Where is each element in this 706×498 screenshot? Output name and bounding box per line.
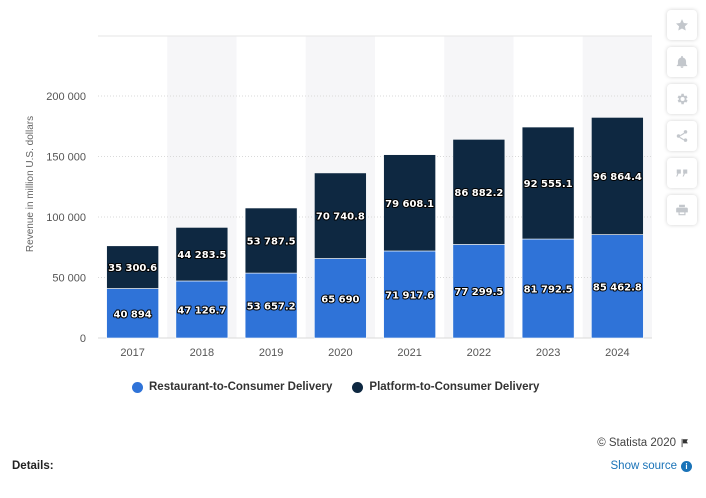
print-button[interactable] bbox=[667, 195, 697, 225]
share-icon bbox=[676, 130, 688, 142]
data-label: 85 462.8 bbox=[593, 282, 642, 293]
bar-segment bbox=[106, 245, 159, 289]
data-label: 53 657.2 bbox=[247, 302, 296, 313]
bar-segment bbox=[383, 154, 436, 252]
data-label: 44 283.5 bbox=[177, 250, 226, 261]
legend-item-restaurant[interactable]: Restaurant-to-Consumer Delivery bbox=[132, 381, 332, 393]
data-label: 53 787.5 bbox=[247, 237, 296, 248]
y-tick-label: 100 000 bbox=[46, 212, 86, 224]
bar-segment bbox=[175, 227, 229, 282]
legend-label-platform: Platform-to-Consumer Delivery bbox=[369, 381, 540, 393]
bar-segment bbox=[106, 288, 159, 339]
x-tick-label: 2022 bbox=[467, 347, 491, 359]
bar-segment bbox=[521, 126, 575, 240]
flag-icon bbox=[681, 438, 688, 448]
bar-segment bbox=[591, 234, 644, 339]
bar-segment bbox=[591, 117, 644, 235]
data-label: 40 894 bbox=[113, 309, 151, 320]
bar-segment bbox=[175, 280, 229, 339]
y-tick-label: 150 000 bbox=[46, 152, 86, 164]
x-tick-label: 2017 bbox=[120, 347, 144, 359]
data-label: 71 917.6 bbox=[385, 290, 434, 301]
data-label: 86 882.2 bbox=[454, 188, 503, 199]
bar-segment bbox=[452, 139, 506, 245]
show-source-text: Show source bbox=[610, 460, 677, 472]
alert-button[interactable] bbox=[667, 47, 697, 77]
bar-segment bbox=[383, 250, 436, 339]
data-label: 70 740.8 bbox=[316, 212, 365, 223]
star-icon bbox=[675, 19, 689, 31]
data-label: 79 608.1 bbox=[385, 199, 434, 210]
info-icon: i bbox=[681, 460, 692, 472]
gear-icon bbox=[677, 93, 688, 105]
quote-icon bbox=[676, 169, 688, 177]
toolbar bbox=[667, 10, 697, 225]
legend-label-restaurant: Restaurant-to-Consumer Delivery bbox=[149, 381, 333, 393]
bell-icon bbox=[676, 55, 688, 68]
legend-item-platform[interactable]: Platform-to-Consumer Delivery bbox=[352, 381, 539, 393]
y-axis-label: Revenue in million U.S. dollars bbox=[25, 116, 36, 252]
data-label: 35 300.6 bbox=[108, 263, 157, 274]
y-tick-label: 50 000 bbox=[52, 273, 86, 285]
bar-segment bbox=[314, 172, 367, 259]
data-label: 81 792.5 bbox=[524, 285, 573, 296]
details-label: Details: bbox=[12, 460, 54, 472]
bar-segment bbox=[452, 244, 506, 339]
settings-button[interactable] bbox=[667, 84, 697, 114]
x-tick-label: 2021 bbox=[397, 347, 421, 359]
favorite-button[interactable] bbox=[667, 10, 697, 40]
data-label: 47 126.7 bbox=[177, 305, 226, 316]
print-icon bbox=[676, 204, 688, 216]
show-source-link[interactable]: Show source i bbox=[611, 460, 692, 472]
legend: Restaurant-to-Consumer Delivery Platform… bbox=[132, 381, 539, 393]
x-tick-label: 2020 bbox=[328, 347, 352, 359]
x-tick-label: 2018 bbox=[190, 347, 214, 359]
data-label: 96 864.4 bbox=[593, 172, 642, 183]
data-label: 77 299.5 bbox=[454, 287, 503, 298]
x-tick-label: 2023 bbox=[536, 347, 560, 359]
bar-segment bbox=[314, 258, 367, 339]
statista-credit[interactable]: © Statista 2020 bbox=[597, 437, 690, 449]
y-tick-label: 0 bbox=[80, 333, 86, 345]
y-tick-label: 200 000 bbox=[46, 91, 86, 103]
data-label: 65 690 bbox=[321, 294, 359, 305]
cite-button[interactable] bbox=[667, 158, 697, 188]
bar-segment bbox=[244, 207, 298, 274]
credit-text: © Statista 2020 bbox=[597, 437, 676, 449]
legend-dot-platform bbox=[352, 381, 364, 393]
data-label: 92 555.1 bbox=[524, 179, 573, 190]
x-tick-label: 2019 bbox=[259, 347, 283, 359]
legend-dot-restaurant bbox=[132, 381, 143, 393]
x-tick-label: 2024 bbox=[605, 347, 629, 359]
share-button[interactable] bbox=[667, 121, 697, 151]
